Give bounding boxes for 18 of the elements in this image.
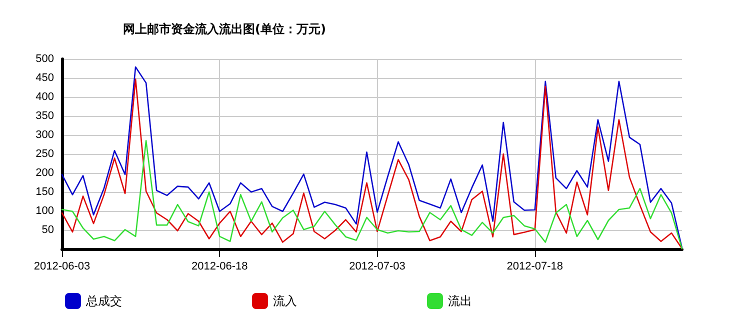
y-tick-label: 500 xyxy=(36,53,54,65)
legend-label: 流出 xyxy=(448,294,472,308)
y-tick-label: 50 xyxy=(42,224,54,236)
y-tick-label: 250 xyxy=(36,148,54,160)
x-tick-label: 2012-06-18 xyxy=(191,260,248,272)
y-tick-label: 150 xyxy=(36,186,54,198)
y-tick-label: 400 xyxy=(36,91,54,103)
x-tick-label: 2012-07-18 xyxy=(506,260,564,272)
y-tick-label: 450 xyxy=(36,72,54,84)
y-tick-label: 350 xyxy=(36,110,54,122)
x-tick-label: 2012-07-03 xyxy=(349,260,406,272)
y-tick-label: 200 xyxy=(36,167,54,179)
y-tick-label: 300 xyxy=(36,129,54,141)
y-tick-label: 100 xyxy=(36,205,54,217)
x-tick-label: 2012-06-03 xyxy=(34,260,90,272)
chart-title: 网上邮市资金流入流出图(单位：万元) xyxy=(123,22,326,36)
legend-label: 总成交 xyxy=(85,294,122,308)
legend-label: 流入 xyxy=(273,294,297,308)
